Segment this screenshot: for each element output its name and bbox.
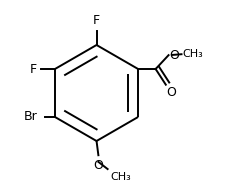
Text: Br: Br xyxy=(24,110,37,124)
Text: O: O xyxy=(169,49,179,62)
Text: CH₃: CH₃ xyxy=(110,172,131,182)
Text: F: F xyxy=(29,62,36,76)
Text: O: O xyxy=(93,158,103,171)
Text: F: F xyxy=(93,15,100,28)
Text: CH₃: CH₃ xyxy=(182,49,202,59)
Text: O: O xyxy=(166,86,176,99)
